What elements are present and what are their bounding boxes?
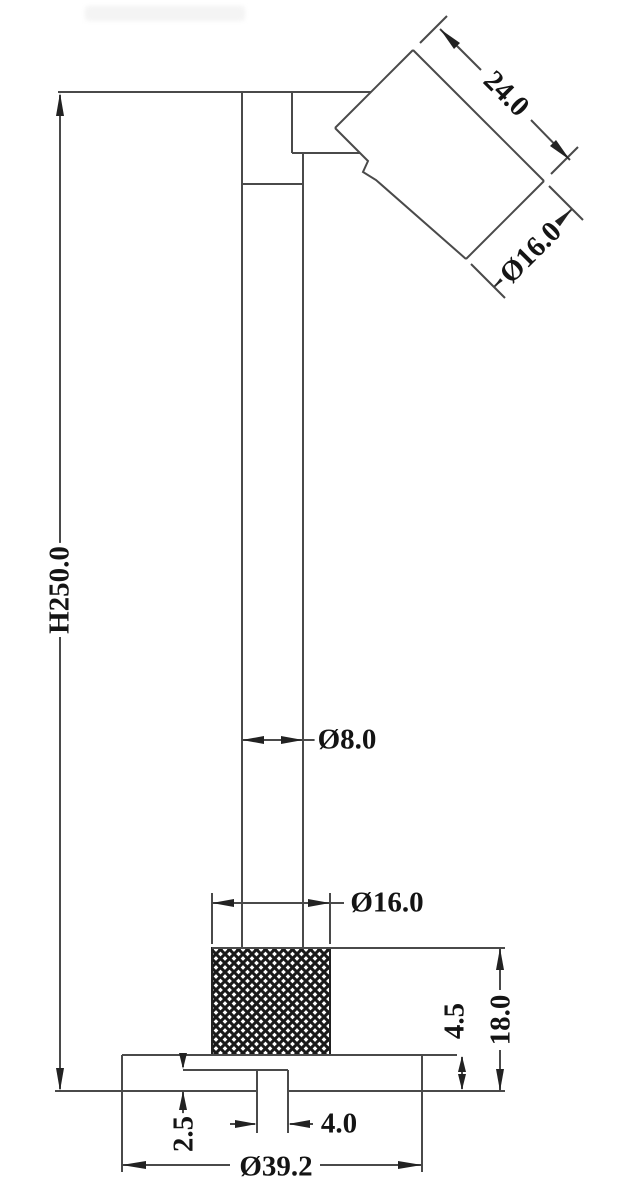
base-flange [55,947,505,1172]
dim-knurl-diameter: Ø16.0 [347,888,427,918]
dim-flange-height: 4.5 [439,999,471,1043]
dim-base-diameter: Ø39.2 [236,1152,316,1182]
pole-outline [58,91,371,948]
dim-slot-width: 4.0 [317,1109,361,1139]
faint-watermark [85,6,245,21]
dim-slot-depth: 2.5 [168,1112,200,1156]
dim-base-stack-height: 18.0 [485,991,517,1049]
knurl-cylinder [211,947,331,1056]
dim-pole-diameter: Ø8.0 [314,725,380,755]
head-outline [334,49,545,260]
dim-overall-height: H250.0 [44,543,76,637]
